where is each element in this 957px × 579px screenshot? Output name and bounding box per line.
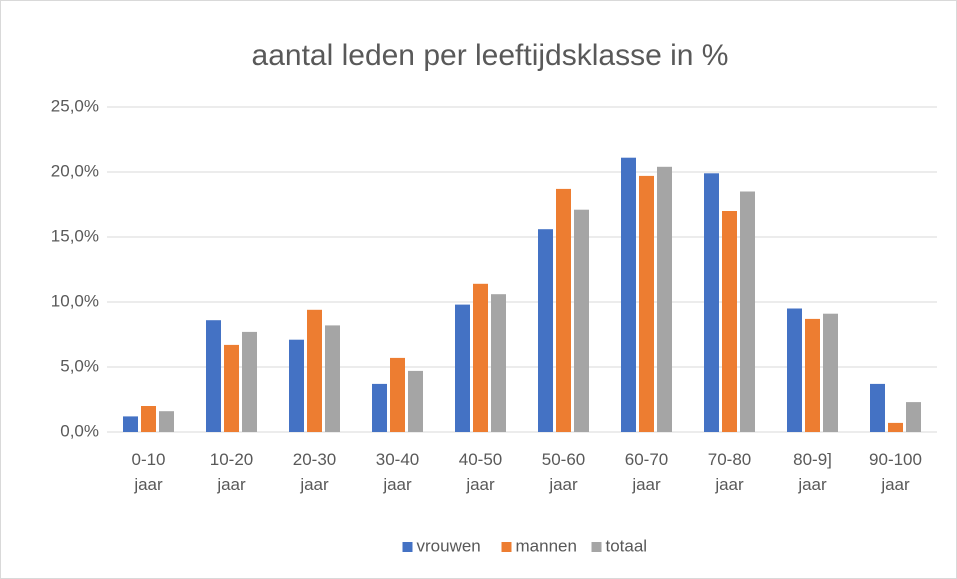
bar bbox=[639, 175, 654, 432]
y-tick-label: 5,0% bbox=[60, 356, 99, 375]
x-tick-label: 30-40 jaar bbox=[376, 450, 419, 494]
bar bbox=[325, 325, 340, 432]
y-tick-label: 20,0% bbox=[51, 161, 99, 180]
bar bbox=[242, 331, 257, 432]
bar bbox=[224, 344, 239, 432]
bar bbox=[538, 229, 553, 432]
y-tick-label: 15,0% bbox=[51, 226, 99, 245]
legend-label: vrouwen bbox=[417, 536, 481, 555]
bar bbox=[289, 339, 304, 432]
x-tick-label: 20-30 jaar bbox=[293, 450, 336, 494]
bar bbox=[870, 383, 885, 432]
bar bbox=[805, 318, 820, 432]
bar bbox=[123, 416, 138, 432]
bar bbox=[307, 309, 322, 432]
bar bbox=[906, 402, 921, 432]
bar bbox=[823, 313, 838, 432]
x-tick-label: 40-50 jaar bbox=[459, 450, 502, 494]
y-tick-label: 25,0% bbox=[51, 96, 99, 115]
bar bbox=[621, 157, 636, 432]
x-tick-label: 90-100 jaar bbox=[869, 450, 922, 494]
bar bbox=[704, 173, 719, 433]
bar bbox=[206, 320, 221, 432]
bar bbox=[372, 383, 387, 432]
x-tick-label: 60-70 jaar bbox=[625, 450, 668, 494]
bar bbox=[657, 166, 672, 433]
x-tick-label: 50-60 jaar bbox=[542, 450, 585, 494]
x-tick-label: 70-80 jaar bbox=[708, 450, 751, 494]
bar bbox=[740, 191, 755, 432]
legend-swatch bbox=[501, 542, 512, 552]
bar bbox=[888, 422, 903, 432]
bar bbox=[390, 357, 405, 432]
bar bbox=[473, 283, 488, 432]
chart-title: aantal leden per leeftijdsklasse in % bbox=[252, 39, 729, 72]
legend-label: totaal bbox=[606, 536, 648, 555]
bar bbox=[787, 308, 802, 432]
x-tick-label: 80-9] jaar bbox=[793, 450, 832, 494]
bar bbox=[408, 370, 423, 432]
bar bbox=[491, 294, 506, 432]
bar bbox=[722, 211, 737, 432]
x-tick-label: 0-10 jaar bbox=[131, 450, 165, 494]
x-tick-label: 10-20 jaar bbox=[210, 450, 253, 494]
legend-label: mannen bbox=[516, 536, 577, 555]
bar bbox=[141, 406, 156, 432]
legend-swatch bbox=[591, 542, 602, 552]
y-tick-label: 0,0% bbox=[60, 421, 99, 440]
y-tick-label: 10,0% bbox=[51, 291, 99, 310]
legend-swatch bbox=[402, 542, 413, 552]
bar bbox=[159, 411, 174, 432]
bar bbox=[556, 188, 571, 432]
bar bbox=[574, 209, 589, 432]
bar bbox=[455, 304, 470, 432]
